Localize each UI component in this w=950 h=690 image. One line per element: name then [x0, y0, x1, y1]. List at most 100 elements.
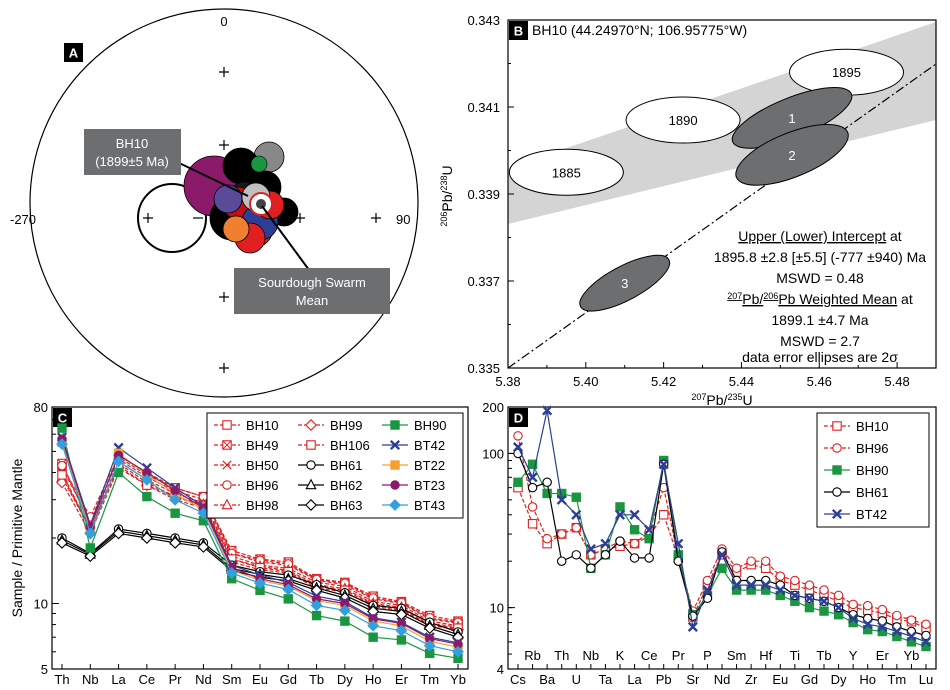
grid-cross: [219, 292, 229, 302]
swarm-callout-line2: Mean: [296, 293, 329, 308]
data-marker: [254, 577, 266, 590]
legend-item-BH10: BH10: [824, 419, 889, 434]
x-tick-label-inner: Tb: [816, 648, 831, 663]
legend-item-BT42: BT42: [382, 438, 445, 453]
data-marker: [717, 563, 727, 573]
data-marker: [775, 585, 786, 596]
data-marker: [804, 602, 815, 613]
data-marker: [340, 616, 350, 626]
panel-b-ylabel: 206Pb/238U: [439, 165, 455, 226]
legend-label: BT42: [414, 438, 445, 453]
data-marker: [833, 590, 844, 601]
x-tick-label: Eu: [252, 672, 268, 687]
data-marker: [832, 443, 842, 453]
data-marker: [221, 498, 233, 510]
data-marker: [832, 487, 842, 497]
wm-sup-206: 206: [763, 291, 778, 301]
x-tick-label-inner: P: [703, 648, 712, 663]
legend-label: BH98: [246, 498, 279, 513]
legend-item-BH99: BH99: [298, 418, 363, 433]
x-tick-label: Sr: [686, 672, 700, 687]
data-marker: [169, 493, 182, 506]
analysis-ellipse: [735, 123, 849, 186]
data-marker: [423, 639, 436, 652]
x-tick-label-inner: Pr: [672, 648, 686, 663]
error-ellipses: 1885 1890 1895 1 2 3: [508, 48, 905, 312]
data-marker: [600, 538, 611, 549]
x-tick-label: La: [627, 672, 642, 687]
data-marker: [658, 510, 669, 520]
x-tick-label: Yb: [450, 672, 466, 687]
y-tick-label: 5: [41, 662, 48, 677]
intercept-heading: Upper (Lower) Intercept at: [738, 228, 902, 244]
data-marker: [197, 540, 210, 553]
data-marker: [819, 585, 829, 595]
legend-label: BH96: [246, 478, 279, 493]
x-tick-label: Ho: [859, 672, 876, 687]
stereonet-west-label: -270: [10, 212, 36, 227]
legend-item-BH90: BH90: [824, 463, 889, 478]
x-tick-label: Dy: [337, 672, 353, 687]
x-tick-label: Ta: [599, 672, 614, 687]
x-tick-label: Th: [54, 672, 69, 687]
data-marker: [833, 602, 844, 613]
x-tick-label-inner: Th: [554, 648, 569, 663]
x-tick-label: Lu: [919, 672, 933, 687]
legend-label: BT43: [414, 498, 445, 513]
data-marker: [542, 488, 552, 499]
data-marker: [84, 527, 97, 540]
legend-item-BH61: BH61: [824, 485, 889, 500]
data-marker: [716, 549, 728, 560]
x-tick-label: La: [111, 672, 126, 687]
data-marker: [390, 420, 400, 430]
legend-item-BH96: BH96: [824, 441, 889, 456]
concordia-age-ellipse: [508, 148, 624, 196]
data-marker: [542, 477, 552, 488]
stereonet-north-label: 0: [220, 14, 227, 29]
x-tick-label: Ho: [365, 672, 382, 687]
data-marker: [513, 477, 523, 487]
data-marker: [310, 599, 323, 612]
analysis-label: 3: [621, 276, 628, 291]
x-tick-label: Tm: [887, 672, 906, 687]
data-marker: [644, 553, 654, 563]
data-marker: [832, 465, 842, 475]
error-ellipse-note: data error ellipses are 2σ: [742, 349, 898, 365]
data-marker: [921, 619, 931, 630]
weighted-mean-value: 1899.1 ±4.7 Ma: [771, 312, 868, 328]
data-marker: [673, 538, 684, 549]
legend-item-BH106: BH106: [298, 438, 370, 453]
data-marker: [804, 593, 815, 604]
grid-cross: [143, 213, 153, 223]
data-marker: [862, 600, 873, 611]
x-tick-label: Pb: [656, 672, 672, 687]
legend-label: BH10: [246, 418, 279, 433]
data-marker: [600, 550, 611, 560]
panel-b-label: B: [514, 24, 523, 39]
data-marker: [848, 599, 858, 610]
legend-label: BH96: [856, 441, 889, 456]
intercept-suffix: at: [886, 228, 902, 244]
data-marker: [571, 509, 582, 520]
data-marker: [789, 590, 800, 601]
panel-b-title: BH10 (44.24970°N; 106.95775°W): [532, 22, 747, 38]
x-tick-label-inner: Rb: [524, 648, 541, 663]
data-marker: [831, 508, 843, 520]
legend-label: BT42: [856, 507, 887, 522]
data-marker: [512, 441, 524, 453]
data-marker: [170, 485, 180, 496]
spider-diagram-c: C Sample / Primitive Mantle Th Nb La Ce Pr Nd…: [9, 400, 469, 687]
x-tick-label-inner: Er: [876, 648, 890, 663]
grid-cross: [219, 67, 229, 77]
data-marker: [920, 636, 932, 647]
data-marker: [906, 631, 917, 642]
grid-cross: [219, 363, 229, 373]
x-tick-label-inner: Sm: [727, 648, 747, 663]
data-marker: [112, 527, 125, 540]
data-marker: [390, 480, 400, 490]
data-marker: [542, 533, 552, 544]
data-marker: [142, 491, 152, 502]
legend-item-BT42: BT42: [824, 507, 887, 522]
data-marker: [877, 604, 888, 615]
